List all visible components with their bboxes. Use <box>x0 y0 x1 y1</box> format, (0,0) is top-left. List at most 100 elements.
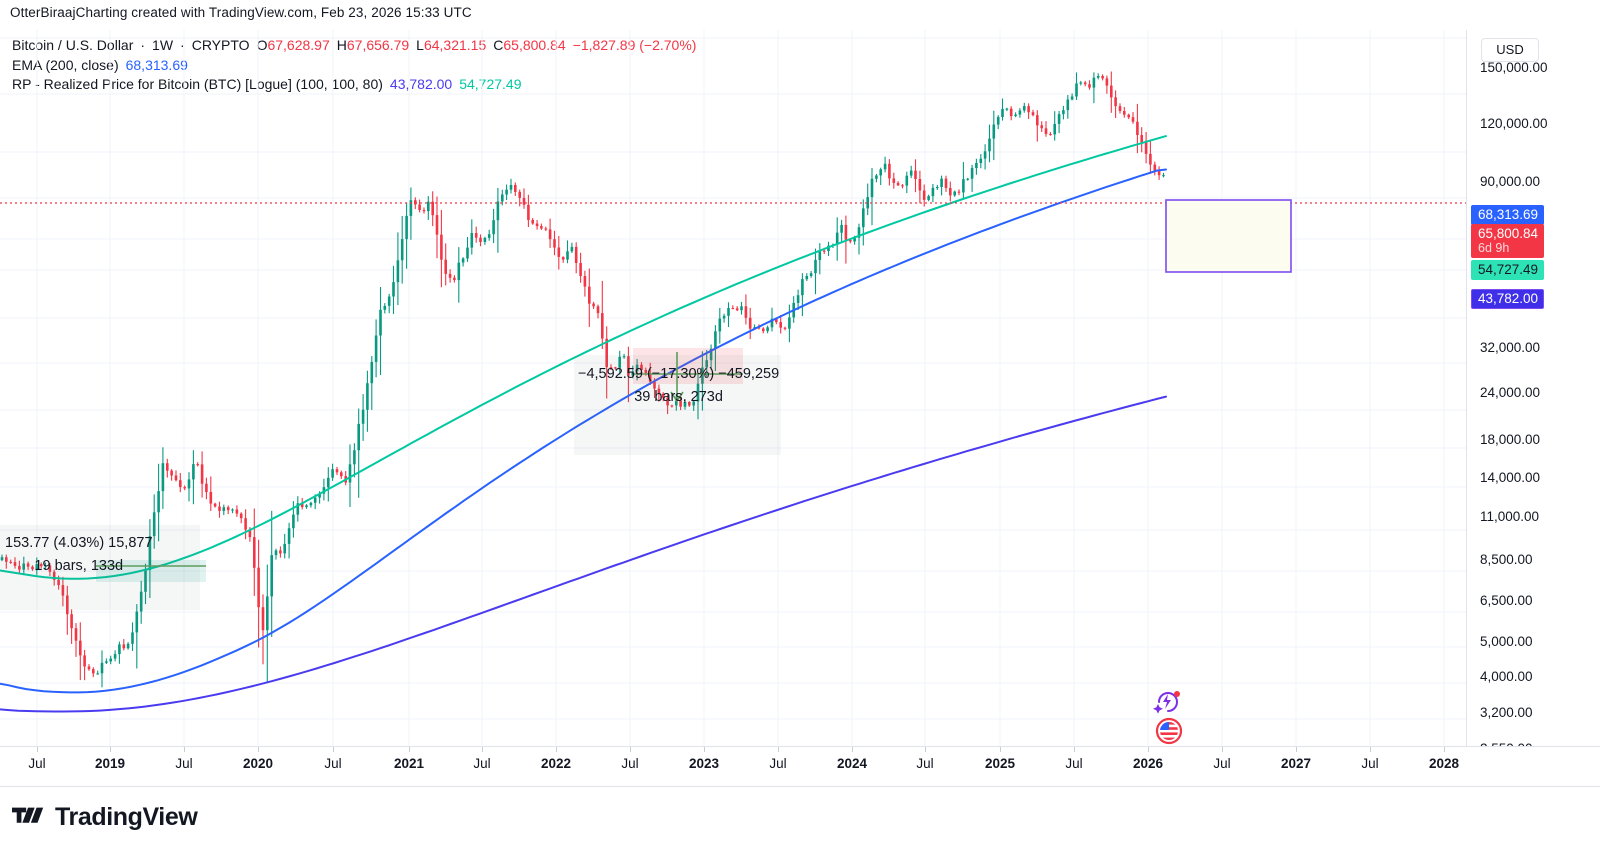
tradingview-logo[interactable]: TradingView <box>12 803 198 832</box>
currency-chip[interactable]: USD <box>1481 38 1539 62</box>
candle-body <box>796 295 800 303</box>
candle-body <box>44 565 47 567</box>
time-tick-mark <box>1444 747 1445 752</box>
candle-body <box>170 470 173 476</box>
candle-body <box>583 276 587 287</box>
candle-body <box>18 565 21 570</box>
candle-body <box>770 318 774 328</box>
candle-body <box>396 260 400 283</box>
time-tick-mark <box>110 747 111 752</box>
candle-body <box>901 185 904 187</box>
candle-body <box>614 367 617 369</box>
candle-body <box>357 423 360 451</box>
candle-body <box>866 197 869 209</box>
time-axis[interactable]: Jul 2019 Jul 2020 Jul 2021 Jul 2022 Jul 2023 Jul 20… <box>0 746 1600 787</box>
price-badge-value: 54,727.49 <box>1478 262 1539 277</box>
legend-row-ema[interactable]: EMA (200, close) 68,313.69 <box>12 56 696 76</box>
chart-plot-area[interactable] <box>0 30 1466 746</box>
time-tick-label: Jul <box>1065 756 1083 771</box>
rp-upper-badge[interactable]: 54,727.49 <box>1471 260 1545 280</box>
candle-body <box>444 259 447 274</box>
time-tick-label: Jul <box>28 756 46 771</box>
price-axis[interactable]: USD 150,000.00120,000.0090,000.0070,000.… <box>1466 30 1600 756</box>
candle-body <box>844 224 848 240</box>
time-tick-mark <box>852 747 853 752</box>
candle-body <box>631 371 635 376</box>
measurement-left[interactable] <box>0 525 206 610</box>
candle-body <box>266 596 269 631</box>
candle-body <box>944 178 948 188</box>
time-tick-mark <box>37 747 38 752</box>
legend-rp-value-lower: 43,782.00 <box>389 76 453 92</box>
candle-body <box>331 469 334 478</box>
forecast-rectangle[interactable] <box>1165 199 1292 273</box>
measurement-bars-text: 39 bars, 273d <box>634 389 723 405</box>
candle-body <box>644 370 648 374</box>
candle-body <box>996 117 1000 125</box>
candle-body <box>853 237 856 242</box>
candle-body <box>892 178 896 183</box>
candle-body <box>187 479 191 489</box>
candle-body <box>1057 114 1061 124</box>
legend-ema-title[interactable]: EMA (200, close) <box>12 56 119 73</box>
candle-body <box>718 318 722 332</box>
us-flag-event-badge[interactable] <box>1155 717 1185 747</box>
measurement-right[interactable] <box>574 348 781 455</box>
candle-body <box>949 188 952 196</box>
legend-symbol[interactable]: Bitcoin / U.S. Dollar <box>12 37 134 53</box>
candle-body <box>735 308 739 311</box>
chart-frame[interactable]: 153.77 (4.03%) 15,877 19 bars, 133d −4,592… <box>0 30 1466 746</box>
candle-body <box>857 227 861 238</box>
candle-body <box>1101 76 1104 79</box>
candle-body <box>274 550 278 556</box>
candle-body <box>318 493 321 498</box>
candle-body <box>522 197 526 205</box>
price-tick-label: 5,000.00 <box>1480 634 1533 649</box>
candle-body <box>113 654 117 659</box>
candle-body <box>474 233 478 238</box>
candle-body <box>505 189 508 195</box>
candle-body <box>962 179 965 193</box>
candle-body <box>992 124 996 139</box>
candle-body <box>235 509 239 514</box>
chart-svg <box>0 30 1466 746</box>
candle-body <box>883 163 887 170</box>
price-tick-label: 4,000.00 <box>1480 669 1533 684</box>
last-price-badge[interactable]: 65,800.84 6d 9h <box>1471 224 1545 258</box>
time-tick-mark <box>1074 747 1075 752</box>
candle-body <box>1144 142 1148 154</box>
legend-rp-title[interactable]: RP - Realized Price for Bitcoin (BTC) [L… <box>12 76 383 92</box>
candle-body <box>544 228 548 230</box>
indicator-line <box>0 395 1167 713</box>
price-tick-label: 90,000.00 <box>1480 174 1541 189</box>
candle-body <box>405 215 408 240</box>
legend-row-symbol[interactable]: Bitcoin / U.S. Dollar · 1W · CRYPTO O 67… <box>12 36 696 56</box>
candle-body <box>640 364 643 370</box>
legend-interval[interactable]: 1W <box>152 37 174 53</box>
time-tick-mark <box>184 747 185 752</box>
candle-body <box>122 644 126 649</box>
legend-row-realized-price[interactable]: RP - Realized Price for Bitcoin (BTC) [L… <box>12 75 696 95</box>
ema-price-badge[interactable]: 68,313.69 <box>1471 205 1545 225</box>
candle-body <box>309 502 313 506</box>
legend-high-label: H <box>336 37 347 53</box>
legend-ema-value: 68,313.69 <box>125 56 188 73</box>
time-tick-label: Jul <box>1361 756 1379 771</box>
candle-body <box>48 565 52 572</box>
candle-body <box>740 306 743 311</box>
ai-spark-badge[interactable] <box>1152 686 1182 716</box>
candle-body <box>1123 111 1126 115</box>
candle-body <box>570 246 574 252</box>
candle-body <box>605 338 608 368</box>
candle-body <box>13 562 17 566</box>
candle-body <box>727 308 730 316</box>
legend-low-value: 64,321.15 <box>423 37 487 53</box>
candle-body <box>222 507 226 511</box>
candle-body <box>909 170 913 176</box>
rp-lower-badge[interactable]: 43,782.00 <box>1471 289 1545 309</box>
candle-body <box>383 305 387 310</box>
price-tick-label: 18,000.00 <box>1480 432 1541 447</box>
candle-body <box>431 201 434 216</box>
candle-body <box>470 233 474 248</box>
candle-body <box>292 514 295 529</box>
